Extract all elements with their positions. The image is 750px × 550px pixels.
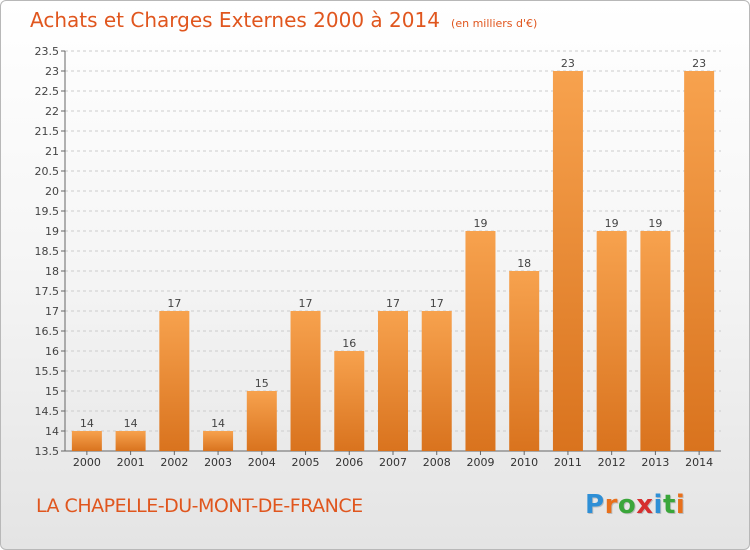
- logo-letter: i: [675, 490, 686, 520]
- x-tick-label: 2003: [204, 456, 232, 469]
- place-name: LA CHAPELLE-DU-MONT-DE-FRANCE: [36, 495, 363, 517]
- data-label: 19: [648, 217, 662, 230]
- logo-letter: o: [617, 490, 637, 520]
- bar: [465, 231, 496, 451]
- bar: [246, 391, 277, 451]
- y-tick-label: 14: [45, 425, 59, 438]
- bar: [290, 311, 321, 451]
- data-label: 17: [430, 297, 444, 310]
- x-tick-label: 2006: [335, 456, 363, 469]
- bar: [596, 231, 627, 451]
- bar: [509, 271, 540, 451]
- data-label: 14: [124, 417, 138, 430]
- y-tick-label: 14.5: [35, 405, 60, 418]
- y-tick-label: 17: [45, 305, 59, 318]
- y-tick-label: 16: [45, 345, 59, 358]
- x-tick-label: 2002: [160, 456, 188, 469]
- data-label: 16: [342, 337, 356, 350]
- logo-letter: t: [662, 490, 676, 520]
- x-tick-label: 2000: [73, 456, 101, 469]
- bar: [203, 431, 234, 451]
- data-label: 23: [561, 57, 575, 70]
- y-tick-label: 22: [45, 105, 59, 118]
- data-label: 18: [517, 257, 531, 270]
- bar: [334, 351, 365, 451]
- x-tick-label: 2014: [685, 456, 713, 469]
- y-tick-label: 20: [45, 185, 59, 198]
- logo-letter: x: [636, 490, 654, 520]
- bar: [640, 231, 671, 451]
- x-tick-label: 2007: [379, 456, 407, 469]
- x-tick-label: 2004: [248, 456, 276, 469]
- bar: [552, 71, 583, 451]
- data-label: 23: [692, 57, 706, 70]
- y-tick-label: 16.5: [35, 325, 60, 338]
- data-label: 17: [299, 297, 313, 310]
- y-tick-label: 21: [45, 145, 59, 158]
- chart-title: Achats et Charges Externes 2000 à 2014: [30, 8, 440, 32]
- x-tick-label: 2012: [598, 456, 626, 469]
- y-tick-label: 13.5: [35, 445, 60, 458]
- y-tick-label: 18: [45, 265, 59, 278]
- x-tick-label: 2013: [641, 456, 669, 469]
- data-label: 19: [473, 217, 487, 230]
- data-label: 15: [255, 377, 269, 390]
- y-tick-label: 20.5: [35, 165, 60, 178]
- data-label: 17: [167, 297, 181, 310]
- data-label: 14: [80, 417, 94, 430]
- x-tick-label: 2009: [466, 456, 494, 469]
- data-label: 19: [605, 217, 619, 230]
- y-tick-label: 18.5: [35, 245, 60, 258]
- y-tick-label: 22.5: [35, 85, 60, 98]
- y-tick-label: 21.5: [35, 125, 60, 138]
- x-tick-label: 2008: [423, 456, 451, 469]
- y-tick-label: 23.5: [35, 45, 60, 58]
- chart-title-row: Achats et Charges Externes 2000 à 2014 (…: [30, 8, 537, 32]
- x-tick-label: 2001: [117, 456, 145, 469]
- y-tick-label: 19.5: [35, 205, 60, 218]
- x-tick-label: 2005: [292, 456, 320, 469]
- bar: [115, 431, 146, 451]
- y-tick-label: 23: [45, 65, 59, 78]
- bar: [378, 311, 408, 451]
- data-label: 17: [386, 297, 400, 310]
- bar: [421, 311, 452, 451]
- y-tick-label: 15.5: [35, 365, 60, 378]
- data-label: 14: [211, 417, 225, 430]
- x-tick-label: 2011: [554, 456, 582, 469]
- x-tick-label: 2010: [510, 456, 538, 469]
- bar: [684, 71, 715, 451]
- bar: [159, 311, 190, 451]
- y-tick-label: 17.5: [35, 285, 60, 298]
- y-tick-label: 19: [45, 225, 59, 238]
- y-tick-label: 15: [45, 385, 59, 398]
- logo-letter: i: [653, 490, 663, 520]
- bar: [71, 431, 102, 451]
- logo-letter: r: [604, 490, 618, 520]
- proxiti-logo: Proxiti: [585, 490, 685, 520]
- logo-letter: P: [585, 490, 605, 520]
- chart-unit: (en milliers d'€): [451, 17, 538, 30]
